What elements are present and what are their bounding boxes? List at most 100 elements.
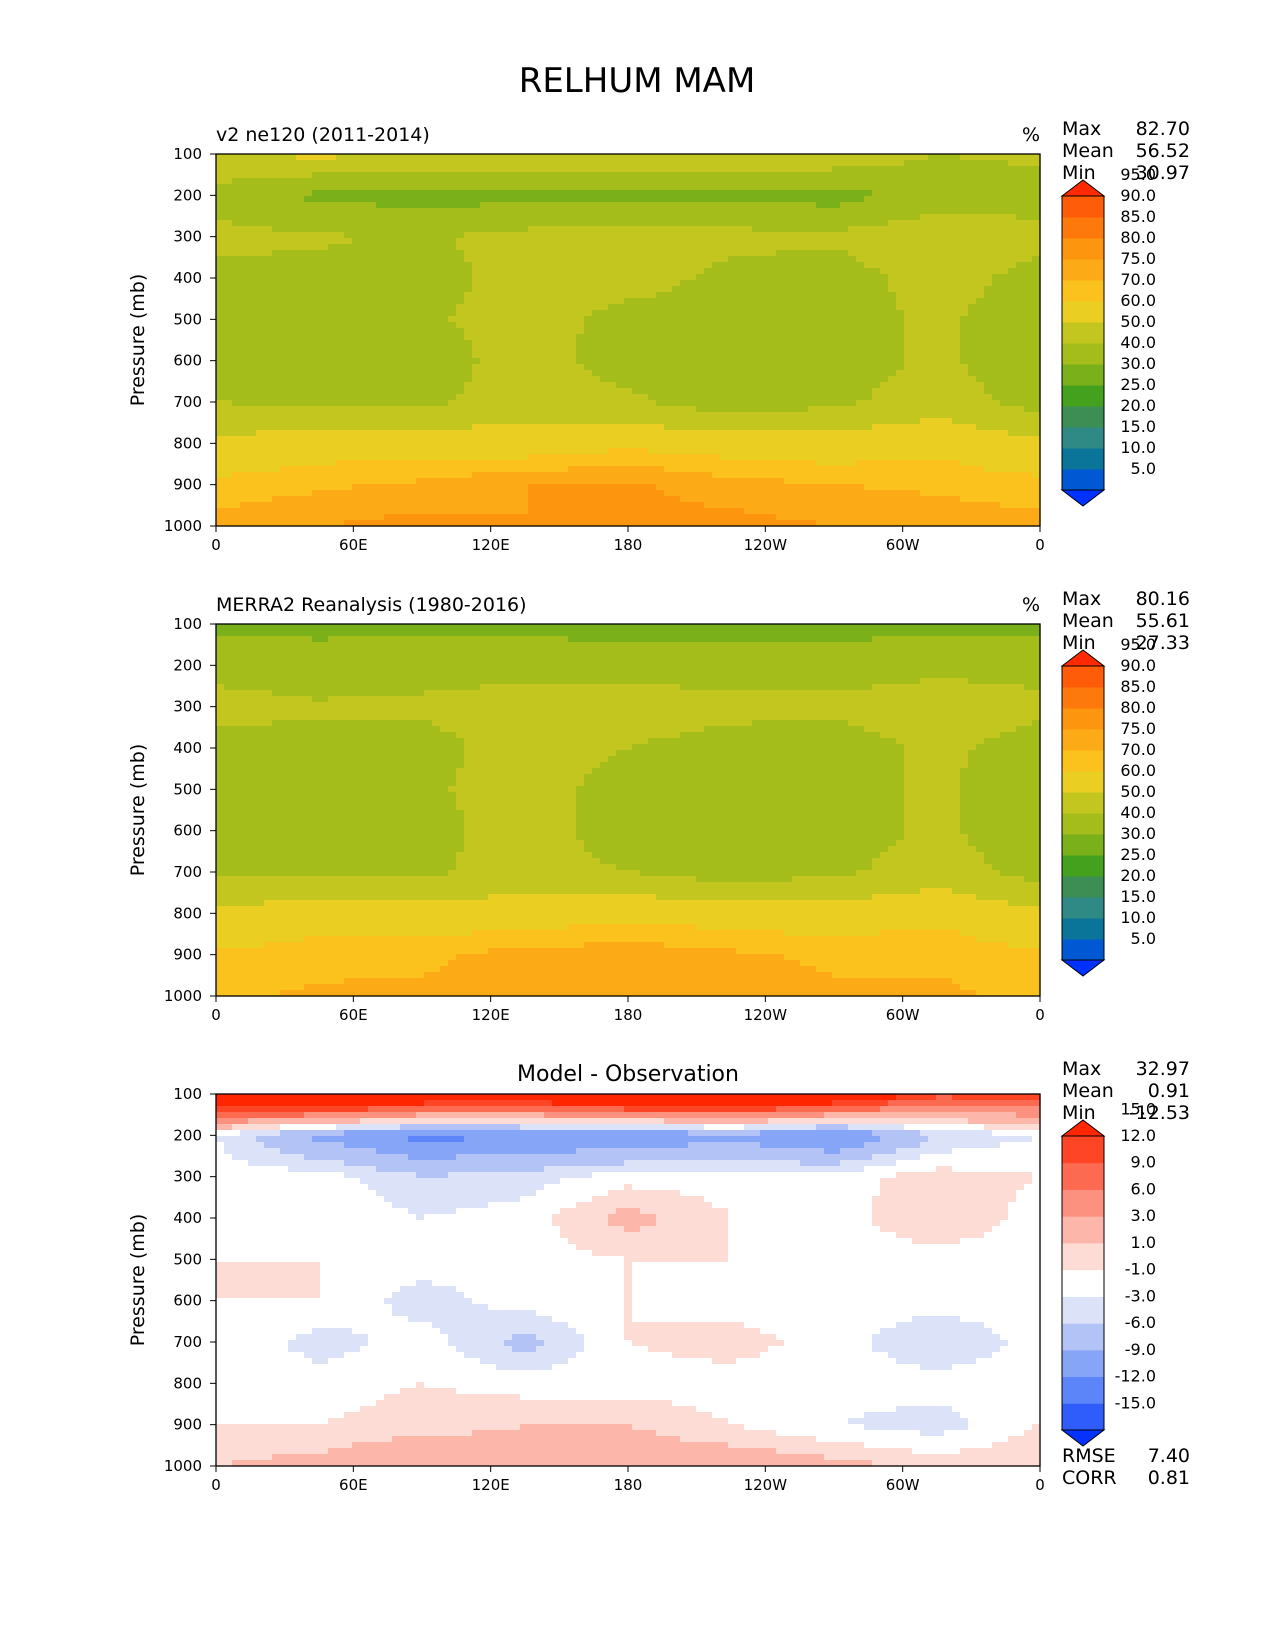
contour-cell bbox=[736, 322, 745, 329]
contour-cell bbox=[832, 262, 841, 269]
contour-cell bbox=[856, 268, 865, 275]
contour-cell bbox=[904, 286, 913, 293]
contour-cell bbox=[688, 274, 697, 281]
contour-cell bbox=[240, 220, 249, 227]
contour-cell bbox=[888, 310, 897, 317]
contour-cell bbox=[808, 352, 817, 359]
contour-cell bbox=[1016, 226, 1025, 233]
contour-cell bbox=[832, 418, 841, 425]
contour-cell bbox=[696, 166, 705, 173]
contour-cell bbox=[992, 370, 1001, 377]
contour-cell bbox=[304, 166, 313, 173]
contour-cell bbox=[344, 220, 353, 227]
contour-cell bbox=[648, 262, 657, 269]
contour-cell bbox=[272, 412, 281, 419]
contour-cell bbox=[496, 196, 505, 203]
contour-cell bbox=[664, 340, 673, 347]
contour-cell bbox=[1032, 232, 1041, 239]
contour-cell bbox=[232, 424, 241, 431]
contour-cell bbox=[936, 334, 945, 341]
contour-cell bbox=[416, 376, 425, 383]
contour-cell bbox=[856, 364, 865, 371]
contour-cell bbox=[576, 328, 585, 335]
contour-cell bbox=[856, 358, 865, 365]
contour-cell bbox=[896, 412, 905, 419]
contour-cell bbox=[880, 406, 889, 413]
contour-cell bbox=[816, 400, 825, 407]
contour-cell bbox=[592, 382, 601, 389]
contour-cell bbox=[264, 358, 273, 365]
contour-cell bbox=[664, 382, 673, 389]
contour-cell bbox=[640, 316, 649, 323]
contour-cell bbox=[720, 268, 729, 275]
contour-cell bbox=[744, 298, 753, 305]
contour-cell bbox=[264, 178, 273, 185]
contour-cell bbox=[752, 202, 761, 209]
contour-cell bbox=[392, 442, 401, 449]
contour-cell bbox=[920, 274, 929, 281]
contour-cell bbox=[400, 250, 409, 257]
contour-cell bbox=[344, 334, 353, 341]
contour-cell bbox=[984, 184, 993, 191]
contour-cell bbox=[720, 352, 729, 359]
contour-cell bbox=[864, 214, 873, 221]
contour-cell bbox=[272, 430, 281, 437]
contour-cell bbox=[816, 340, 825, 347]
contour-cell bbox=[240, 322, 249, 329]
contour-cell bbox=[448, 424, 457, 431]
contour-cell bbox=[424, 262, 433, 269]
contour-cell bbox=[616, 412, 625, 419]
contour-cell bbox=[840, 268, 849, 275]
contour-cell bbox=[408, 226, 417, 233]
contour-cell bbox=[472, 298, 481, 305]
contour-cell bbox=[976, 292, 985, 299]
contour-cell bbox=[376, 316, 385, 323]
contour-cell bbox=[368, 220, 377, 227]
contour-cell bbox=[480, 178, 489, 185]
contour-cell bbox=[728, 430, 737, 437]
contour-cell bbox=[520, 436, 529, 443]
contour-cell bbox=[1008, 424, 1017, 431]
contour-cell bbox=[680, 412, 689, 419]
contour-cell bbox=[664, 436, 673, 443]
contour-cell bbox=[296, 172, 305, 179]
contour-cell bbox=[312, 364, 321, 371]
contour-cell bbox=[280, 382, 289, 389]
contour-cell bbox=[736, 292, 745, 299]
contour-cell bbox=[408, 352, 417, 359]
contour-cell bbox=[728, 316, 737, 323]
contour-cell bbox=[304, 388, 313, 395]
contour-cell bbox=[768, 274, 777, 281]
contour-cell bbox=[240, 334, 249, 341]
contour-cell bbox=[1024, 238, 1033, 245]
contour-cell bbox=[448, 328, 457, 335]
contour-cell bbox=[488, 340, 497, 347]
contour-cell bbox=[368, 370, 377, 377]
contour-cell bbox=[1008, 352, 1017, 359]
contour-cell bbox=[920, 394, 929, 401]
contour-cell bbox=[848, 424, 857, 431]
contour-cell bbox=[968, 328, 977, 335]
contour-cell bbox=[816, 376, 825, 383]
contour-cell bbox=[1000, 418, 1009, 425]
contour-cell bbox=[664, 400, 673, 407]
contour-cell bbox=[648, 286, 657, 293]
contour-cell bbox=[448, 430, 457, 437]
contour-cell bbox=[864, 400, 873, 407]
contour-cell bbox=[608, 244, 617, 251]
contour-cell bbox=[232, 394, 241, 401]
contour-cell bbox=[576, 358, 585, 365]
contour-cell bbox=[872, 292, 881, 299]
contour-cell bbox=[928, 340, 937, 347]
contour-cell bbox=[368, 406, 377, 413]
contour-cell bbox=[1000, 412, 1009, 419]
contour-cell bbox=[640, 244, 649, 251]
contour-cell bbox=[344, 388, 353, 395]
contour-cell bbox=[872, 322, 881, 329]
contour-cell bbox=[272, 394, 281, 401]
contour-cell bbox=[264, 304, 273, 311]
contour-cell bbox=[552, 340, 561, 347]
contour-cell bbox=[816, 292, 825, 299]
contour-cell bbox=[1032, 154, 1041, 161]
contour-cell bbox=[312, 184, 321, 191]
